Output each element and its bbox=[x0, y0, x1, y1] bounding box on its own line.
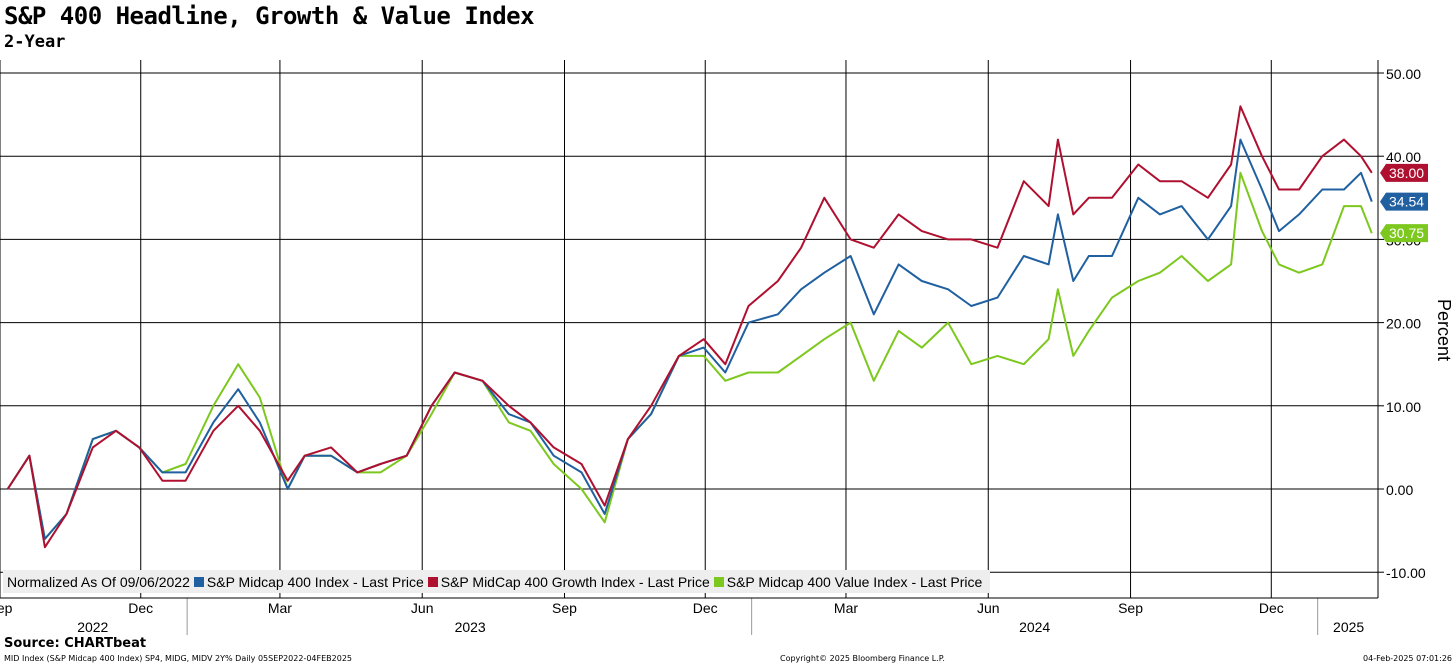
last-value-tag bbox=[1380, 224, 1428, 243]
x-month-label: Mar bbox=[268, 600, 292, 616]
x-year-label: 2025 bbox=[1333, 619, 1364, 635]
x-month-label: Dec bbox=[693, 600, 718, 616]
footer-copyright: Copyright© 2025 Bloomberg Finance L.P. bbox=[780, 654, 945, 663]
last-value-tag bbox=[1380, 163, 1428, 182]
legend-label-growth: S&P MidCap 400 Growth Index - Last Price bbox=[440, 573, 710, 590]
series-line bbox=[6, 171, 1373, 540]
legend: Normalized As Of 09/06/2022 S&P Midcap 4… bbox=[3, 570, 991, 593]
y-tick-label: 10.00 bbox=[1386, 399, 1421, 415]
legend-item-value[interactable]: S&P Midcap 400 Value Index - Last Price bbox=[713, 573, 983, 590]
y-tick-label: -10.00 bbox=[1386, 565, 1426, 581]
legend-swatch-value bbox=[713, 576, 724, 587]
x-month-label: Sep bbox=[0, 600, 13, 616]
y-tick-label: 0.00 bbox=[1386, 482, 1413, 498]
series-line bbox=[6, 138, 1373, 540]
series-lines bbox=[6, 105, 1373, 549]
footer-left: MID Index (S&P Midcap 400 Index) SP4, MI… bbox=[4, 654, 353, 663]
legend-prefix: Normalized As Of 09/06/2022 bbox=[7, 573, 190, 590]
gridlines bbox=[0, 60, 1378, 598]
x-axis-labels: Sep Dec Mar Jun Sep Dec Mar Jun Sep Dec 2022 2023 20… bbox=[0, 600, 1364, 635]
y-tick-label: 50.00 bbox=[1386, 66, 1421, 82]
x-month-label: Dec bbox=[128, 600, 153, 616]
chart-title: S&P 400 Headline, Growth & Value Index bbox=[4, 2, 535, 30]
x-year-label: 2022 bbox=[77, 619, 108, 635]
chart-subtitle: 2-Year bbox=[4, 32, 66, 52]
legend-label-headline: S&P Midcap 400 Index - Last Price bbox=[206, 573, 424, 590]
x-month-label: Sep bbox=[552, 600, 577, 616]
y-axis-title: Percent bbox=[1434, 299, 1454, 361]
y-tick-label: 40.00 bbox=[1386, 149, 1421, 165]
series-line bbox=[6, 105, 1373, 549]
y-tick-label: 20.00 bbox=[1386, 316, 1421, 332]
last-value-label: 30.75 bbox=[1389, 225, 1424, 241]
legend-swatch-growth bbox=[427, 576, 438, 587]
last-value-label: 34.54 bbox=[1389, 194, 1424, 210]
last-value-label: 38.00 bbox=[1389, 165, 1424, 181]
legend-item-growth[interactable]: S&P MidCap 400 Growth Index - Last Price bbox=[427, 573, 710, 590]
axes bbox=[0, 60, 1384, 635]
x-month-label: Sep bbox=[1118, 600, 1143, 616]
x-month-label: Jun bbox=[411, 600, 434, 616]
x-month-label: Dec bbox=[1259, 600, 1284, 616]
legend-item-headline[interactable]: S&P Midcap 400 Index - Last Price bbox=[193, 573, 424, 590]
last-value-tag bbox=[1380, 192, 1428, 211]
x-month-label: Jun bbox=[977, 600, 1000, 616]
x-month-label: Mar bbox=[834, 600, 858, 616]
legend-swatch-headline bbox=[193, 576, 204, 587]
footer-timestamp: 04-Feb-2025 07:01:26 bbox=[1363, 654, 1452, 663]
x-year-label: 2024 bbox=[1019, 619, 1050, 635]
x-year-label: 2023 bbox=[455, 619, 486, 635]
legend-label-value: S&P Midcap 400 Value Index - Last Price bbox=[726, 573, 983, 590]
source-note: Source: CHARTbeat bbox=[4, 636, 147, 651]
last-value-tags: 34.54 38.00 30.75 bbox=[1380, 163, 1428, 243]
